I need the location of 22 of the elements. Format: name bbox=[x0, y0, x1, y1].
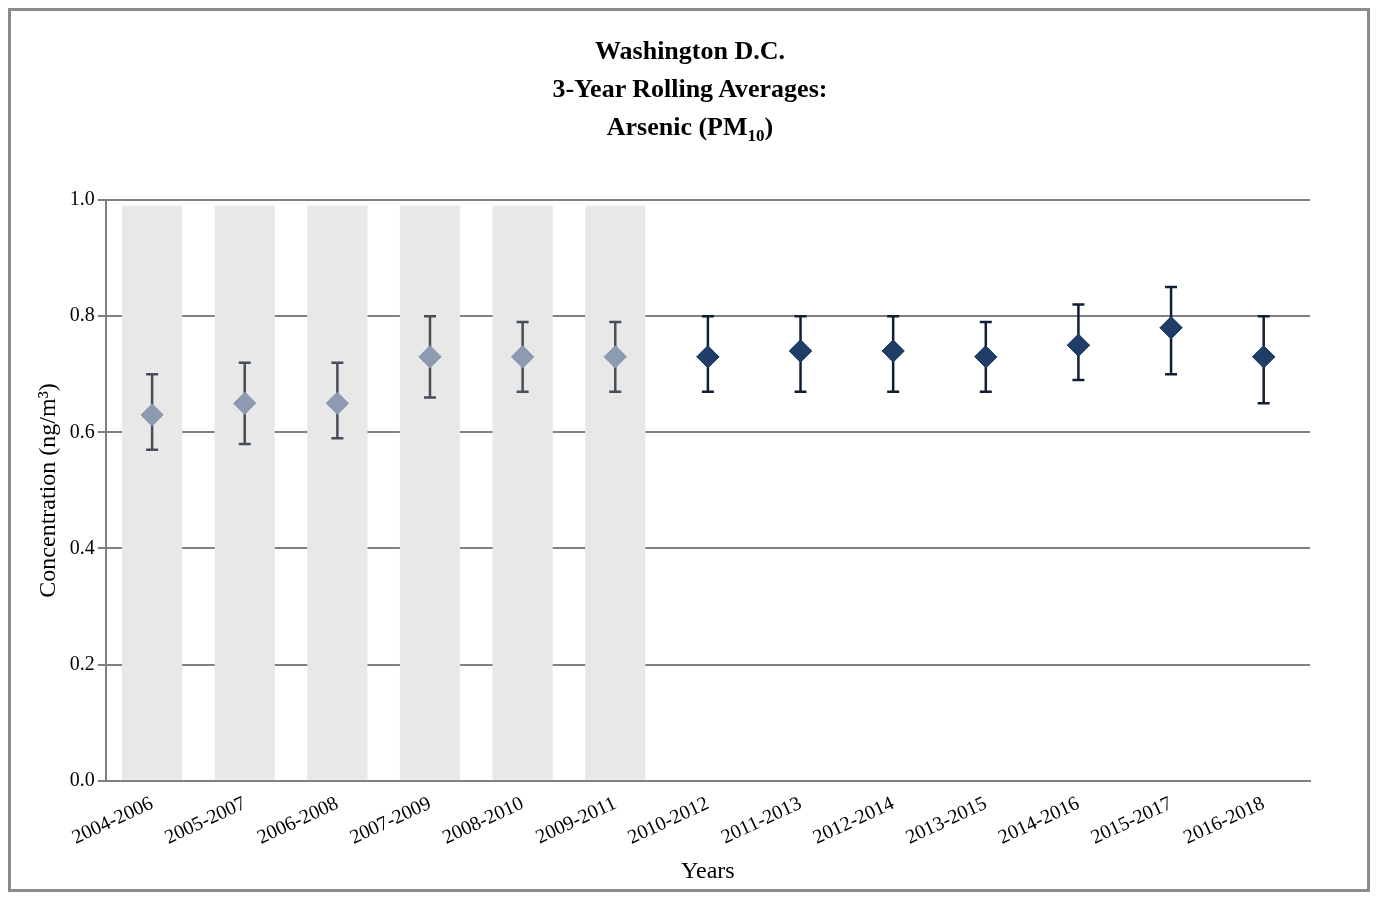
point bbox=[974, 345, 998, 369]
y-tick-label: 0.2 bbox=[69, 651, 95, 674]
y-tick-label: 0.4 bbox=[69, 535, 95, 558]
point bbox=[511, 345, 535, 369]
point bbox=[325, 391, 349, 415]
chart-title: Washington D.C. 3-Year Rolling Averages: Arsenic (PM$_{10}$) bbox=[551, 35, 829, 148]
point bbox=[1252, 345, 1276, 369]
point bbox=[1159, 316, 1183, 340]
y-tick-label: 0.8 bbox=[69, 303, 95, 326]
point bbox=[881, 339, 905, 363]
y-tick-label: 0.0 bbox=[69, 768, 95, 791]
point bbox=[140, 403, 164, 427]
point bbox=[1066, 333, 1090, 357]
point bbox=[233, 391, 257, 415]
y-axis-title: Concentration (ng/m³) bbox=[33, 383, 60, 598]
point bbox=[603, 345, 627, 369]
y-tick-label: 1.0 bbox=[69, 187, 95, 210]
y-tick-label: 0.6 bbox=[69, 419, 95, 442]
point bbox=[418, 345, 442, 369]
point bbox=[789, 339, 813, 363]
point bbox=[696, 345, 720, 369]
x-axis-title: Years bbox=[681, 856, 735, 883]
